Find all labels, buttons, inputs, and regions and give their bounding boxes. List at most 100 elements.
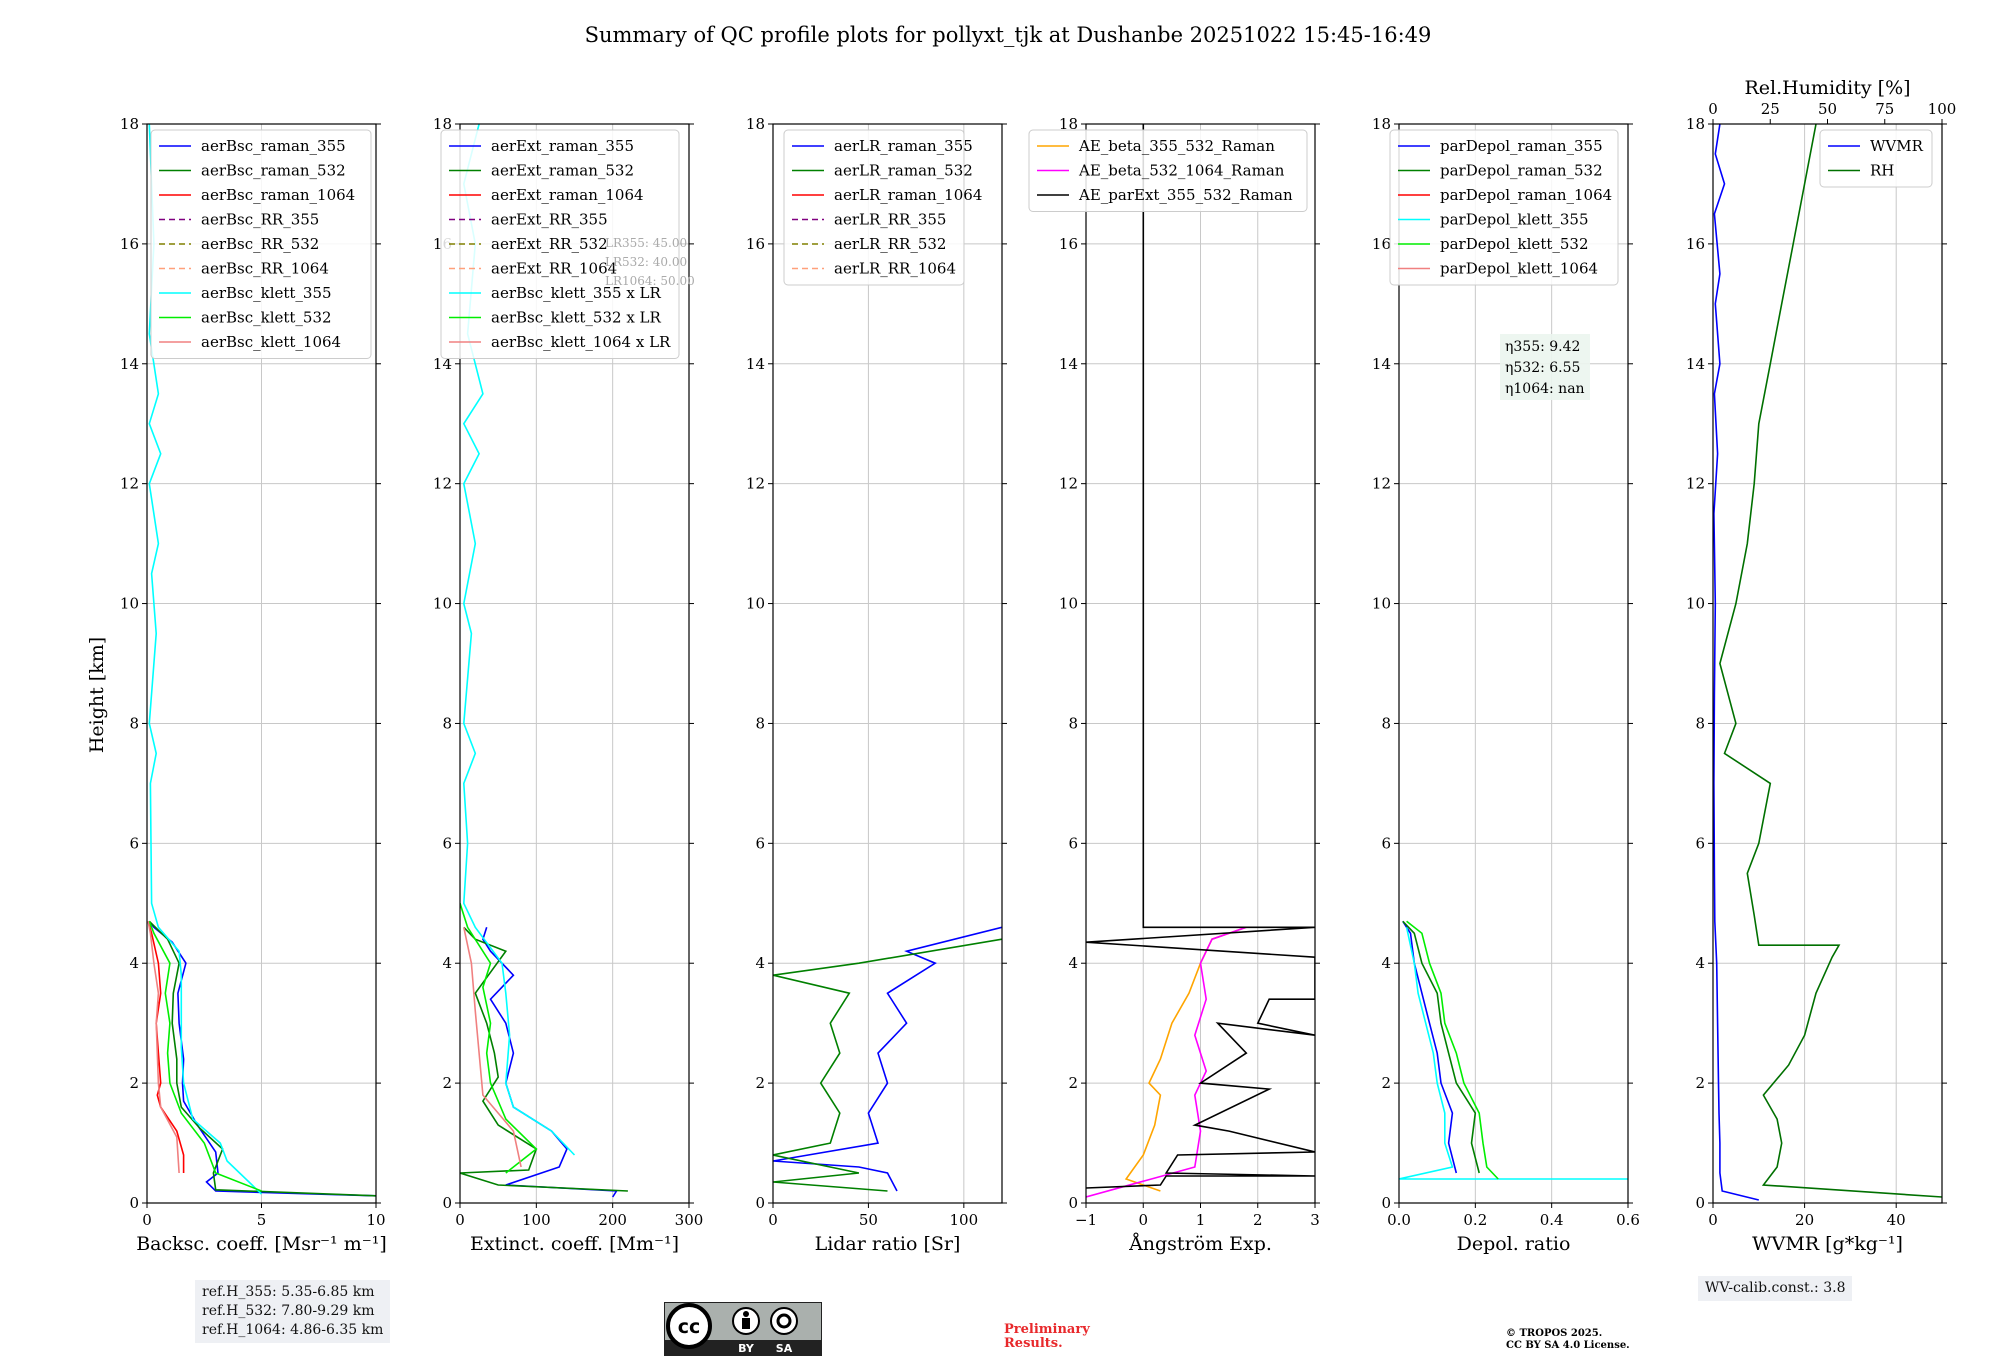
series-line-wv-1: [1719, 124, 1942, 1198]
figure-title: Summary of QC profile plots for pollyxt_…: [585, 23, 1432, 47]
series-line-depol-0: [1402, 920, 1458, 1174]
legend-label-ae-0: AE_beta_355_532_Raman: [1078, 137, 1275, 155]
y-tick-label-5: 10: [1686, 595, 1705, 613]
y-axis-label: Height [km]: [86, 637, 108, 753]
y-tick-label-8: 16: [1372, 235, 1391, 253]
x-tick-label-1: 100: [522, 1211, 551, 1229]
legend-label-wv-0: WVMR: [1870, 137, 1924, 155]
legend-box-bsc: [150, 129, 372, 359]
y-tick-label-8: 16: [746, 235, 765, 253]
top-tick-label-0: 0: [1708, 100, 1718, 118]
y-tick-label-3: 6: [129, 834, 139, 852]
series-line-wv-0: [1713, 124, 1759, 1201]
top-tick-label-3: 75: [1875, 100, 1894, 118]
legend-bsc: aerBsc_raman_355 aerBsc_raman_532 aerBsc_r…: [150, 129, 372, 359]
y-tick-label-1: 2: [129, 1074, 139, 1092]
legend-box-depol: [1389, 129, 1619, 286]
y-tick-label-5: 10: [120, 595, 139, 613]
y-tick-label-6: 12: [120, 475, 139, 493]
eta-box: η355: 9.42 η532: 6.55 η1064: nan: [1500, 334, 1590, 400]
legend-label-ext-8: aerBsc_klett_1064 x LR: [491, 333, 671, 351]
y-tick-label-9: 18: [1686, 115, 1705, 133]
y-tick-label-1: 2: [1381, 1074, 1391, 1092]
x-axis-label-depol: Depol. ratio: [1457, 1233, 1571, 1255]
series-group-ae: [1086, 124, 1315, 1198]
legend-label-bsc-4: aerBsc_RR_532: [201, 235, 319, 253]
y-tick-label-2: 4: [755, 954, 765, 972]
cc-text: cc: [678, 1316, 701, 1338]
y-tick-label-0: 0: [755, 1194, 765, 1212]
legend-label-lr-5: aerLR_RR_1064: [834, 260, 956, 278]
lr-annotation-2: LR1064: 50.00: [605, 274, 695, 288]
series-line-bsc-2: [147, 921, 185, 1173]
series-group-lr: [773, 926, 1002, 1192]
x-tick-label-0: 0: [455, 1211, 465, 1229]
series-line-bsc-1: [148, 920, 376, 1197]
y-tick-label-3: 6: [1381, 834, 1391, 852]
y-tick-label-6: 12: [1686, 475, 1705, 493]
x-tick-label-3: 300: [675, 1211, 704, 1229]
sa-text: SA: [776, 1342, 793, 1355]
eta-box-bg: [1500, 334, 1590, 400]
y-tick-label-7: 14: [120, 355, 139, 373]
x-tick-label-2: 0.4: [1540, 1211, 1564, 1229]
y-tick-label-5: 10: [1372, 595, 1391, 613]
legend-label-depol-3: parDepol_klett_355: [1440, 211, 1589, 229]
y-tick-label-8: 16: [1686, 235, 1705, 253]
legend-box-ext: [440, 129, 680, 359]
x-tick-label-2: 100: [950, 1211, 979, 1229]
y-tick-label-8: 16: [120, 235, 139, 253]
x-tick-label-1: 0: [1138, 1211, 1148, 1229]
panel-wv: 0 20 40 0 2 4 6 8 10 12 14 16 18 WVMR [g*kg⁻¹] 0 25 50 75…: [1686, 77, 1956, 1255]
legend-label-bsc-0: aerBsc_raman_355: [201, 137, 346, 155]
series-line-ae-0: [1124, 926, 1247, 1192]
legend-box-ae: [1028, 129, 1308, 212]
y-tick-label-3: 6: [442, 834, 452, 852]
legend-label-ae-2: AE_parExt_355_532_Raman: [1078, 186, 1293, 204]
preliminary-line-2: Results.: [1004, 1336, 1063, 1351]
panel-ext: 0100200300024681012141618Extinct. coeff.…: [433, 115, 703, 1255]
legend-label-ext-1: aerExt_raman_532: [491, 162, 634, 180]
series-line-bsc-8: [147, 921, 180, 1174]
y-tick-label-1: 2: [755, 1074, 765, 1092]
legend-label-bsc-1: aerBsc_raman_532: [201, 162, 346, 180]
series-line-ext-6: [462, 124, 576, 1156]
y-tick-label-0: 0: [1695, 1194, 1705, 1212]
y-tick-label-7: 14: [1686, 355, 1705, 373]
legend-label-lr-2: aerLR_raman_1064: [834, 186, 982, 204]
legend-label-ext-3: aerExt_RR_355: [491, 211, 608, 229]
x-tick-label-0: 0: [1708, 1211, 1718, 1229]
y-tick-label-9: 18: [1372, 115, 1391, 133]
series-line-ext-1: [460, 926, 628, 1192]
copyright-line-1: © TROPOS 2025.: [1506, 1328, 1603, 1339]
y-tick-label-0: 0: [1068, 1194, 1078, 1212]
by-text: BY: [738, 1342, 755, 1355]
axes-frame-ext: [459, 123, 690, 1204]
ref-height-532: ref.H_532: 7.80-9.29 km: [202, 1303, 375, 1319]
top-axis-label: Rel.Humidity [%]: [1744, 77, 1910, 99]
series-group-ext: [460, 124, 628, 1198]
lr-annotation-0: LR355: 45.00: [605, 236, 687, 250]
legend-label-bsc-6: aerBsc_klett_355: [201, 284, 332, 302]
x-tick-label-2: 10: [366, 1211, 385, 1229]
legend-label-bsc-5: aerBsc_RR_1064: [201, 260, 329, 278]
legend-label-ext-4: aerExt_RR_532: [491, 235, 608, 253]
legend-label-depol-5: parDepol_klett_1064: [1440, 260, 1598, 278]
cc-license-badge: cc BY SA: [664, 1302, 822, 1356]
eta-label-1: η532: 6.55: [1505, 360, 1580, 376]
series-line-ext-7: [460, 903, 538, 1174]
legend-label-lr-3: aerLR_RR_355: [834, 211, 946, 229]
axes-frame-lr: [772, 123, 1003, 1204]
axes-frame-depol: [1398, 123, 1629, 1204]
legend-label-bsc-3: aerBsc_RR_355: [201, 211, 319, 229]
y-tick-label-2: 4: [1695, 954, 1705, 972]
y-tick-label-9: 18: [120, 115, 139, 133]
legend-label-depol-2: parDepol_raman_1064: [1440, 186, 1612, 204]
y-tick-label-1: 2: [1695, 1074, 1705, 1092]
legend-wv: WVMR RH: [1819, 129, 1933, 188]
y-tick-label-4: 8: [1381, 714, 1391, 732]
ref-height-355: ref.H_355: 5.35-6.85 km: [202, 1284, 375, 1300]
top-tick-label-2: 50: [1818, 100, 1837, 118]
